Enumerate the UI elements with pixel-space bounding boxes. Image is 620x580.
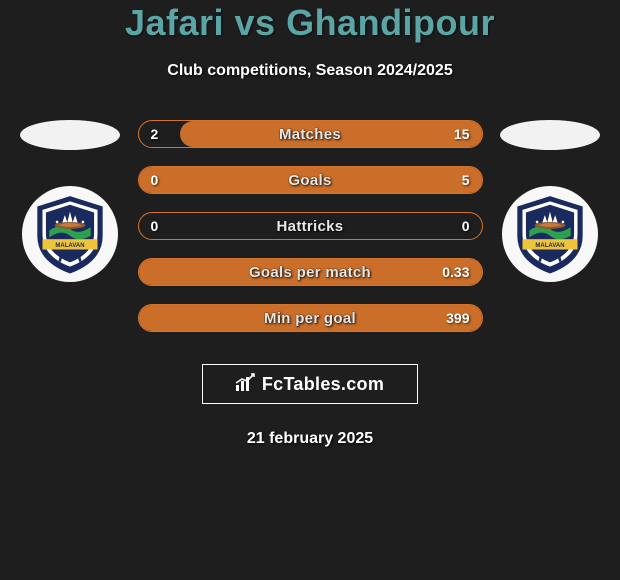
stat-right-value: 0.33 [442, 264, 469, 280]
player-left-photo [20, 120, 120, 150]
stat-label: Goals per match [139, 264, 482, 281]
svg-text:MALAVAN: MALAVAN [55, 243, 84, 249]
stat-bar: Min per goal399 [138, 304, 483, 332]
brand-text: FcTables.com [262, 374, 384, 395]
stat-label: Hattricks [139, 218, 482, 235]
stat-right-value: 15 [454, 126, 470, 142]
main-row: MALAVAN 2Matches150Goals50Hattricks0Goal… [0, 120, 620, 332]
date-label: 21 february 2025 [247, 430, 373, 448]
stat-right-value: 399 [446, 310, 469, 326]
comparison-card: Jafari vs Ghandipour Club competitions, … [0, 0, 620, 448]
stat-bar: 0Hattricks0 [138, 212, 483, 240]
club-crest-icon: MALAVAN [507, 191, 593, 277]
player-right-column: MALAVAN [490, 120, 610, 282]
club-crest-icon: MALAVAN [27, 191, 113, 277]
svg-text:MALAVAN: MALAVAN [535, 243, 564, 249]
chart-icon [236, 373, 256, 396]
player-right-club-badge: MALAVAN [502, 186, 598, 282]
stat-bar: Goals per match0.33 [138, 258, 483, 286]
player-right-photo [500, 120, 600, 150]
stat-right-value: 0 [462, 218, 470, 234]
player-left-column: MALAVAN [10, 120, 130, 282]
player-left-club-badge: MALAVAN [22, 186, 118, 282]
stat-bar: 2Matches15 [138, 120, 483, 148]
brand-badge[interactable]: FcTables.com [202, 364, 418, 404]
stats-column: 2Matches150Goals50Hattricks0Goals per ma… [130, 120, 490, 332]
stat-label: Goals [139, 172, 482, 189]
stat-label: Matches [139, 126, 482, 143]
stat-bar: 0Goals5 [138, 166, 483, 194]
page-subtitle: Club competitions, Season 2024/2025 [167, 62, 452, 80]
stat-label: Min per goal [139, 310, 482, 327]
stat-right-value: 5 [462, 172, 470, 188]
page-title: Jafari vs Ghandipour [125, 2, 495, 44]
